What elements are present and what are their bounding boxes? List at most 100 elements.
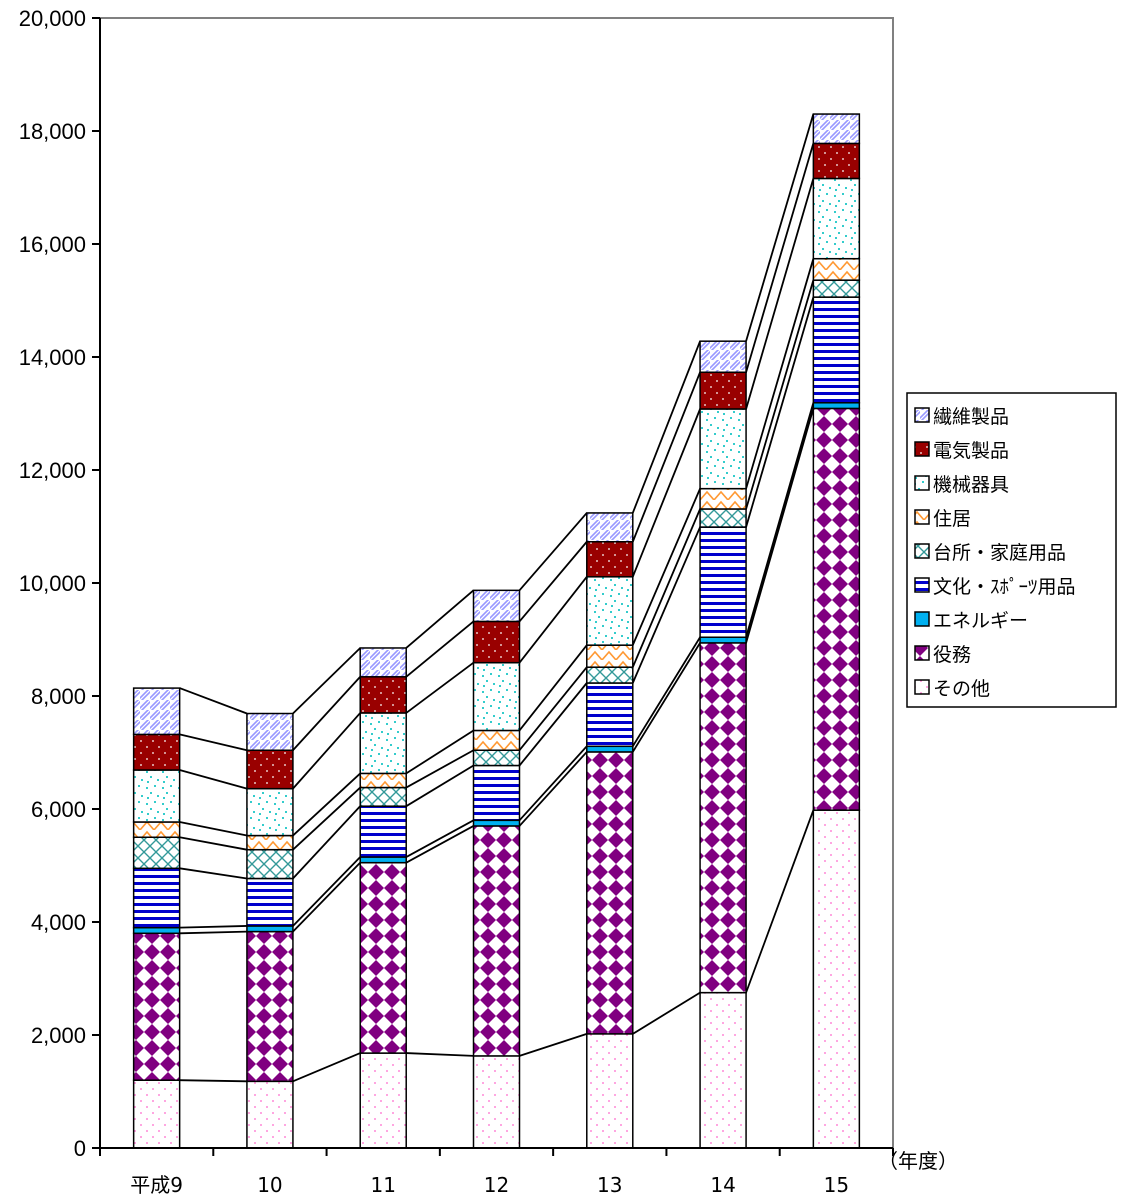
connector-line	[518, 682, 588, 767]
bar-segment	[472, 661, 521, 732]
bar-segment	[246, 834, 294, 851]
connector-line	[179, 821, 248, 837]
connector-line	[292, 647, 361, 715]
connector-line	[292, 676, 361, 751]
bar-segment	[812, 113, 861, 145]
connector-line	[631, 508, 701, 668]
bar-segment	[586, 682, 634, 748]
connector-line	[745, 296, 815, 528]
bar-segment	[812, 402, 861, 410]
bar-segment	[359, 856, 407, 864]
connector-line	[632, 642, 701, 753]
bar-segment	[359, 1052, 407, 1149]
bar-segment	[699, 526, 747, 638]
connector-line	[745, 402, 815, 638]
connector-line	[405, 825, 474, 864]
connector-line	[405, 749, 474, 789]
connector-line	[518, 751, 588, 827]
y-tick-label: 6,000	[31, 797, 86, 822]
x-tick-label: 11	[370, 1173, 395, 1197]
connector-line	[518, 541, 588, 623]
legend-box	[906, 392, 1117, 708]
legend-swatch	[914, 407, 930, 423]
y-tick-label: 14,000	[19, 345, 86, 370]
legend-swatch	[914, 645, 930, 661]
bar-segment	[812, 407, 861, 811]
bar-segment	[586, 1033, 634, 1149]
connector-line	[405, 819, 474, 858]
bar-segment	[359, 772, 407, 789]
legend-label: 電気製品	[933, 440, 1009, 462]
bar-segment	[246, 712, 294, 751]
legend-label: 役務	[933, 644, 971, 666]
connector-line	[179, 867, 248, 880]
connector-line	[292, 805, 361, 880]
connector-line	[631, 526, 701, 684]
connector-line	[179, 930, 247, 935]
bar-segment	[472, 764, 521, 822]
legend-swatch	[914, 679, 930, 695]
bar-segment	[586, 751, 634, 1035]
bar-segment	[699, 508, 747, 528]
x-axis: 平成9 10 11 12 13 14 15 （年度）	[99, 1147, 958, 1197]
y-tick-label: 4,000	[31, 910, 86, 935]
bar-segment	[699, 636, 747, 644]
connector-line	[745, 408, 815, 644]
x-axis-label: （年度）	[878, 1149, 958, 1173]
legend-swatch	[914, 441, 930, 457]
x-tick-label: 15	[824, 1173, 849, 1197]
bar-segment	[812, 279, 861, 298]
legend-swatch	[914, 543, 930, 559]
bar-segment	[472, 620, 521, 664]
connector-line	[179, 769, 248, 790]
legend-swatch	[914, 509, 930, 525]
connector-line	[405, 661, 475, 714]
bar-segment	[699, 371, 747, 410]
y-tick-label: 20,000	[19, 6, 86, 31]
bar-segment	[246, 1080, 294, 1149]
bar-segment	[132, 836, 181, 870]
legend-label: 住居	[933, 508, 971, 530]
bar-segment	[812, 177, 861, 260]
legend-label: その他	[933, 678, 990, 700]
bar-segment	[699, 340, 747, 374]
legend-swatch	[914, 475, 930, 491]
y-tick-label: 12,000	[19, 458, 86, 483]
bar-segment	[812, 257, 861, 281]
bar-segment	[359, 805, 407, 858]
bar-segment	[586, 576, 634, 646]
bar-segment	[472, 819, 521, 827]
bar-segment	[132, 867, 181, 929]
connector-line	[405, 764, 474, 807]
bar-segment	[246, 749, 294, 790]
connector-line	[631, 408, 701, 578]
bar-segment	[472, 1055, 521, 1149]
connector-line	[745, 113, 815, 342]
connector-line	[519, 1033, 588, 1057]
bar-segment	[359, 861, 407, 1054]
x-tick-label: 14	[710, 1173, 735, 1197]
connector-line	[632, 636, 701, 747]
bar-segment	[812, 296, 861, 404]
bar-segment	[699, 408, 747, 490]
bar-segment	[132, 733, 181, 771]
bar-segment	[359, 712, 407, 775]
connector-line	[405, 620, 475, 678]
bar-segment	[132, 1079, 181, 1149]
bar-segment	[472, 825, 521, 1057]
connector-line	[179, 687, 248, 715]
bar-segment	[586, 541, 634, 578]
legend: 繊維製品電気製品機械器具住居台所・家庭用品文化・ｽﾎﾟｰﾂ用品エネルギー役務その…	[906, 392, 1117, 708]
bar-segment	[359, 786, 407, 807]
connector-line	[179, 733, 248, 752]
bar-segment	[132, 769, 181, 823]
connector-line	[405, 729, 474, 775]
bar-segment	[699, 642, 747, 994]
bar-segment	[812, 809, 861, 1149]
bar-segment	[246, 930, 294, 1083]
connector-line	[632, 991, 701, 1035]
bar-segment	[586, 512, 634, 543]
bar-segment	[699, 487, 747, 510]
y-tick-label: 10,000	[19, 571, 86, 596]
